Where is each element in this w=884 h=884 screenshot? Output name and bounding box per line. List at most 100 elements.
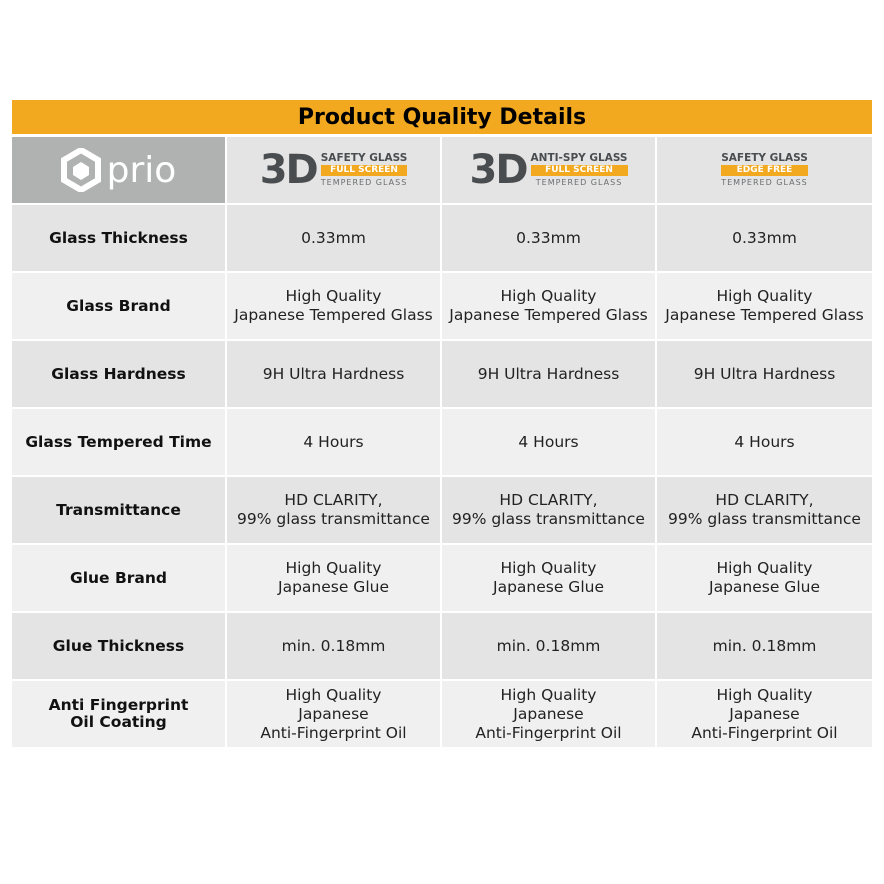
cell-line: Japanese bbox=[729, 704, 800, 723]
product-badge: SAFETY GLASS EDGE FREE TEMPERED GLASS bbox=[721, 151, 808, 188]
row-label-line: Glue Thickness bbox=[52, 636, 185, 655]
row-label-line: Glue Brand bbox=[69, 568, 168, 587]
cell-line: 4 Hours bbox=[303, 432, 364, 451]
product-type: SAFETY GLASS bbox=[320, 151, 408, 164]
product-coverage: FULL SCREEN bbox=[530, 164, 628, 176]
cell-line: Japanese Glue bbox=[493, 578, 604, 596]
cell-line: min. 0.18mm bbox=[281, 636, 386, 655]
product-subtitle: TEMPERED GLASS bbox=[320, 177, 408, 187]
brand-logo: prio bbox=[12, 137, 225, 203]
table-cell: 9H Ultra Hardness bbox=[657, 341, 872, 407]
cell-line: High Quality bbox=[716, 685, 813, 704]
cell-line: 9H Ultra Hardness bbox=[477, 364, 620, 383]
product-type: SAFETY GLASS bbox=[721, 151, 808, 164]
table-cell: High Quality Japanese Tempered Glass bbox=[657, 273, 872, 339]
product-coverage: EDGE FREE bbox=[721, 164, 808, 176]
cell-line: 0.33mm bbox=[516, 228, 581, 247]
cell-line: Japanese Glue bbox=[709, 578, 820, 596]
table-cell: min. 0.18mm bbox=[227, 613, 440, 679]
cell-line: HD CLARITY, bbox=[499, 491, 598, 509]
row-label-line: Glass Hardness bbox=[51, 364, 186, 383]
cell-line: Anti-Fingerprint Oil bbox=[691, 723, 838, 742]
product-header: SAFETY GLASS EDGE FREE TEMPERED GLASS bbox=[657, 137, 872, 203]
table-cell: High Quality Japanese Anti-Fingerprint Oil bbox=[657, 681, 872, 747]
cell-line: 9H Ultra Hardness bbox=[262, 364, 405, 383]
row-label: Glue Thickness bbox=[12, 613, 225, 679]
table-cell: HD CLARITY, 99% glass transmittance bbox=[657, 477, 872, 543]
product-badge: SAFETY GLASS FULL SCREEN TEMPERED GLASS bbox=[320, 151, 408, 188]
product-3d-mark: 3D bbox=[259, 146, 319, 193]
table-cell: 0.33mm bbox=[657, 205, 872, 271]
table-cell: 0.33mm bbox=[227, 205, 440, 271]
row-label-line: Oil Coating bbox=[70, 713, 167, 731]
row-label-line: Glass Thickness bbox=[49, 228, 188, 247]
cell-line: Japanese bbox=[298, 704, 369, 723]
table-title: Product Quality Details bbox=[12, 100, 872, 134]
product-3d-mark: 3D bbox=[469, 146, 529, 193]
product-subtitle: TEMPERED GLASS bbox=[721, 177, 808, 187]
cell-line: HD CLARITY, bbox=[284, 491, 383, 509]
table-cell: 9H Ultra Hardness bbox=[227, 341, 440, 407]
cell-line: Japanese Glue bbox=[278, 578, 389, 596]
table-cell: 9H Ultra Hardness bbox=[442, 341, 655, 407]
cell-line: High Quality bbox=[500, 559, 597, 577]
table-cell: High Quality Japanese Tempered Glass bbox=[227, 273, 440, 339]
prio-logo-icon bbox=[60, 148, 101, 192]
row-label: Glass Brand bbox=[12, 273, 225, 339]
row-label: Glass Thickness bbox=[12, 205, 225, 271]
row-label-line: Transmittance bbox=[56, 500, 181, 519]
row-label: Anti Fingerprint Oil Coating bbox=[12, 681, 225, 747]
table-cell: High Quality Japanese Tempered Glass bbox=[442, 273, 655, 339]
cell-line: Japanese Tempered Glass bbox=[234, 306, 433, 324]
product-badge: ANTI-SPY GLASS FULL SCREEN TEMPERED GLASS bbox=[530, 151, 628, 188]
cell-line: Japanese Tempered Glass bbox=[665, 306, 864, 324]
product-subtitle: TEMPERED GLASS bbox=[535, 177, 623, 187]
quality-table: prio 3D SAFETY GLASS FULL SCREEN TEMPERED G… bbox=[12, 137, 872, 747]
cell-line: 99% glass transmittance bbox=[452, 510, 645, 528]
table-cell: High Quality Japanese Glue bbox=[442, 545, 655, 611]
cell-line: min. 0.18mm bbox=[712, 636, 817, 655]
row-label-line: Anti Fingerprint bbox=[48, 696, 189, 714]
cell-line: High Quality bbox=[716, 559, 813, 577]
product-type: ANTI-SPY GLASS bbox=[530, 151, 628, 164]
cell-line: High Quality bbox=[500, 287, 597, 305]
cell-line: High Quality bbox=[716, 287, 813, 305]
table-cell: High Quality Japanese Glue bbox=[657, 545, 872, 611]
row-label-line: Glass Brand bbox=[66, 296, 171, 315]
cell-line: Japanese Tempered Glass bbox=[449, 306, 648, 324]
table-cell: 4 Hours bbox=[442, 409, 655, 475]
cell-line: 0.33mm bbox=[732, 228, 797, 247]
cell-line: 99% glass transmittance bbox=[237, 510, 430, 528]
cell-line: High Quality bbox=[285, 287, 382, 305]
cell-line: Japanese bbox=[513, 704, 584, 723]
cell-line: 99% glass transmittance bbox=[668, 510, 861, 528]
table-cell: HD CLARITY, 99% glass transmittance bbox=[227, 477, 440, 543]
table-cell: HD CLARITY, 99% glass transmittance bbox=[442, 477, 655, 543]
table-cell: 4 Hours bbox=[227, 409, 440, 475]
row-label: Glue Brand bbox=[12, 545, 225, 611]
row-label: Glass Tempered Time bbox=[12, 409, 225, 475]
table-cell: High Quality Japanese Anti-Fingerprint Oil bbox=[442, 681, 655, 747]
cell-line: 4 Hours bbox=[518, 432, 579, 451]
product-header: 3D SAFETY GLASS FULL SCREEN TEMPERED GLASS bbox=[227, 137, 440, 203]
row-label: Glass Hardness bbox=[12, 341, 225, 407]
cell-line: 9H Ultra Hardness bbox=[693, 364, 836, 383]
cell-line: 4 Hours bbox=[734, 432, 795, 451]
cell-line: HD CLARITY, bbox=[715, 491, 814, 509]
cell-line: Anti-Fingerprint Oil bbox=[260, 723, 407, 742]
table-cell: High Quality Japanese Glue bbox=[227, 545, 440, 611]
row-label: Transmittance bbox=[12, 477, 225, 543]
cell-line: High Quality bbox=[285, 685, 382, 704]
table-cell: min. 0.18mm bbox=[442, 613, 655, 679]
cell-line: High Quality bbox=[500, 685, 597, 704]
cell-line: Anti-Fingerprint Oil bbox=[475, 723, 622, 742]
cell-line: 0.33mm bbox=[301, 228, 366, 247]
cell-line: High Quality bbox=[285, 559, 382, 577]
product-header: 3D ANTI-SPY GLASS FULL SCREEN TEMPERED GLAS… bbox=[442, 137, 655, 203]
table-cell: min. 0.18mm bbox=[657, 613, 872, 679]
product-coverage: FULL SCREEN bbox=[320, 164, 408, 176]
row-label-line: Glass Tempered Time bbox=[25, 432, 212, 451]
table-cell: High Quality Japanese Anti-Fingerprint Oil bbox=[227, 681, 440, 747]
brand-name: prio bbox=[106, 149, 177, 191]
cell-line: min. 0.18mm bbox=[496, 636, 601, 655]
